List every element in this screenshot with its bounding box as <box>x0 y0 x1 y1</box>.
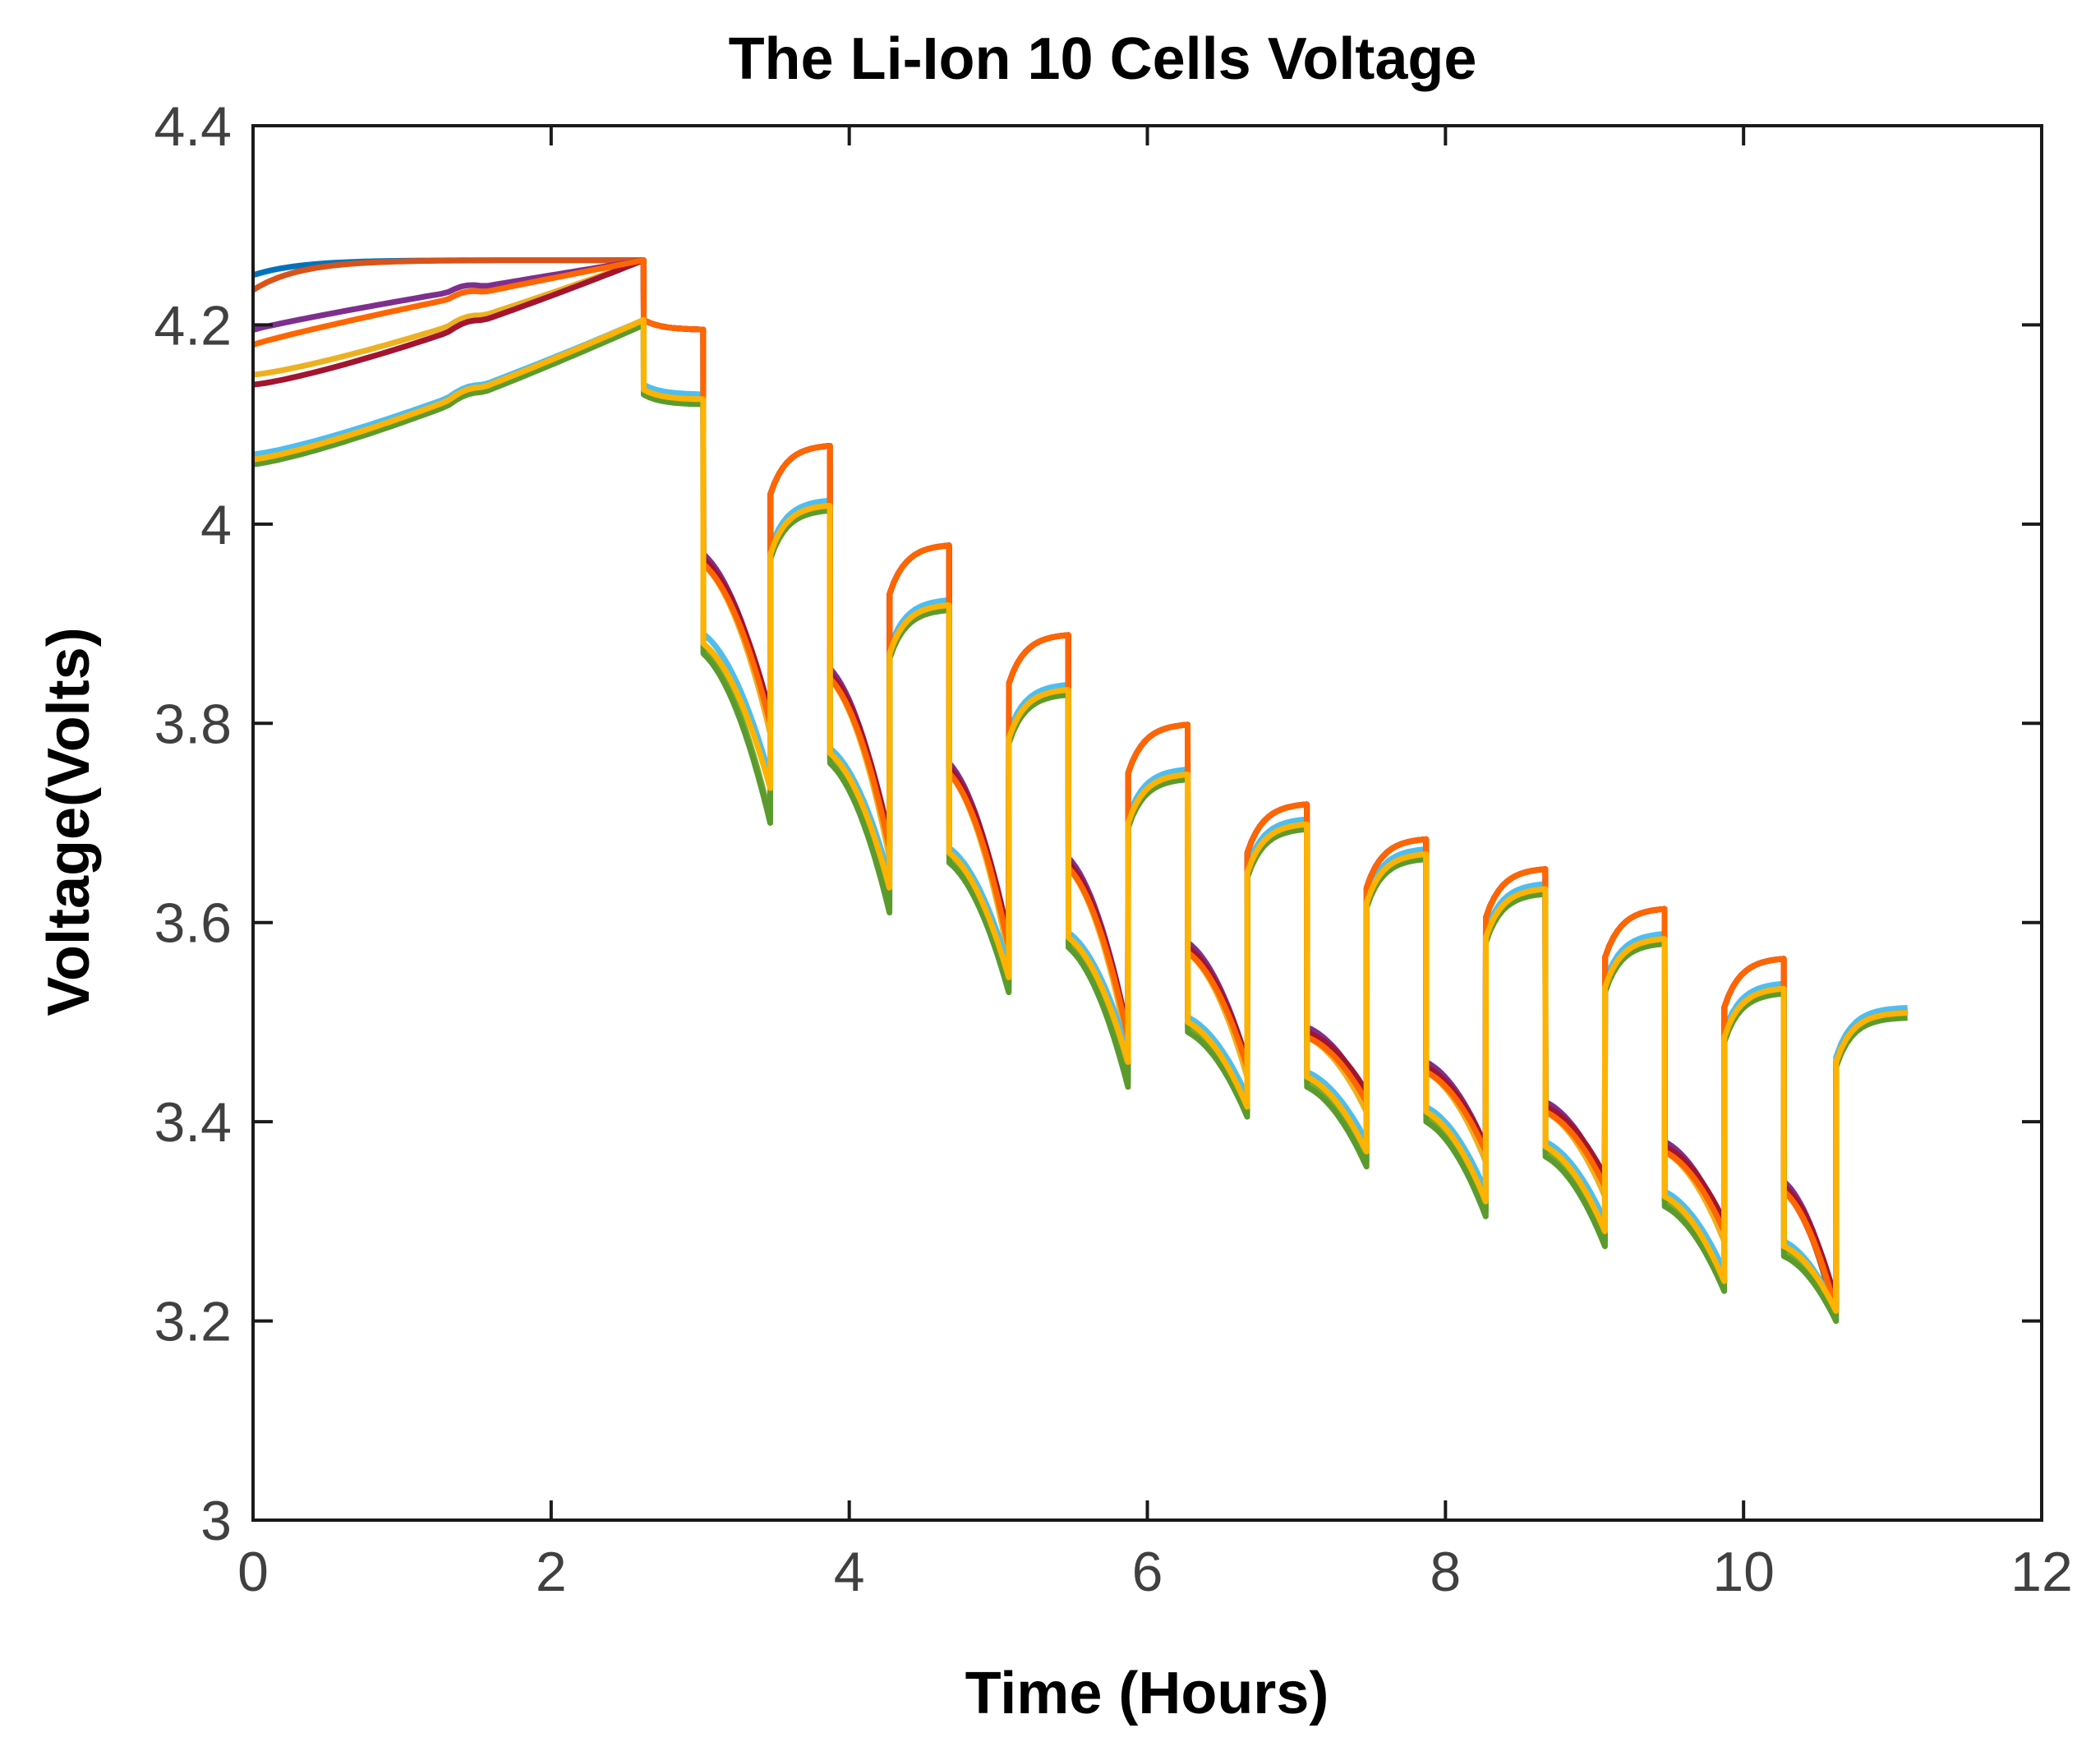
y-tick-label: 4.4 <box>154 95 232 158</box>
x-tick-label: 8 <box>1430 1541 1461 1603</box>
y-tick-label: 3.4 <box>154 1091 232 1154</box>
axes-frame <box>251 124 2043 1522</box>
ticks-layer: 0 2 4 6 8 10 12 3 3.2 3.4 3.6 3.8 4 4.2 4.4 <box>154 95 2072 1603</box>
series-line-cell-2 <box>253 257 1908 1319</box>
series-line-cell-3 <box>253 257 1908 1314</box>
y-tick-label: 3 <box>200 1490 232 1552</box>
x-tick-label: 4 <box>834 1541 865 1603</box>
series-line-cell-5 <box>253 316 1908 1319</box>
series-line-cell-7 <box>253 257 1908 1304</box>
y-tick-label: 3.2 <box>154 1291 232 1353</box>
y-tick-label: 3.6 <box>154 892 232 955</box>
series-layer <box>253 257 1908 1325</box>
x-tick-label: 2 <box>536 1541 567 1603</box>
x-tick-label: 10 <box>1712 1541 1775 1603</box>
chart-title: The Li-Ion 10 Cells Voltage <box>729 26 1477 92</box>
x-tick-label: 6 <box>1132 1541 1163 1603</box>
series-line-cell-9 <box>253 321 1908 1325</box>
x-axis-label: Time (Hours) <box>965 1661 1329 1726</box>
series-line-cell-8 <box>253 257 1908 1314</box>
y-tick-label: 4.2 <box>154 294 232 357</box>
x-tick-label: 12 <box>2010 1541 2073 1603</box>
series-line-cell-4 <box>253 257 1908 1309</box>
y-tick-label: 4 <box>200 494 232 556</box>
series-line-cell-10 <box>253 316 1908 1314</box>
x-tick-label: 0 <box>237 1541 269 1603</box>
series-line-cell-1 <box>253 257 1908 1325</box>
series-line-cell-6 <box>253 316 1908 1314</box>
y-tick-label: 3.8 <box>154 693 232 755</box>
y-axis-label: Voltage(Volts) <box>36 627 102 1016</box>
